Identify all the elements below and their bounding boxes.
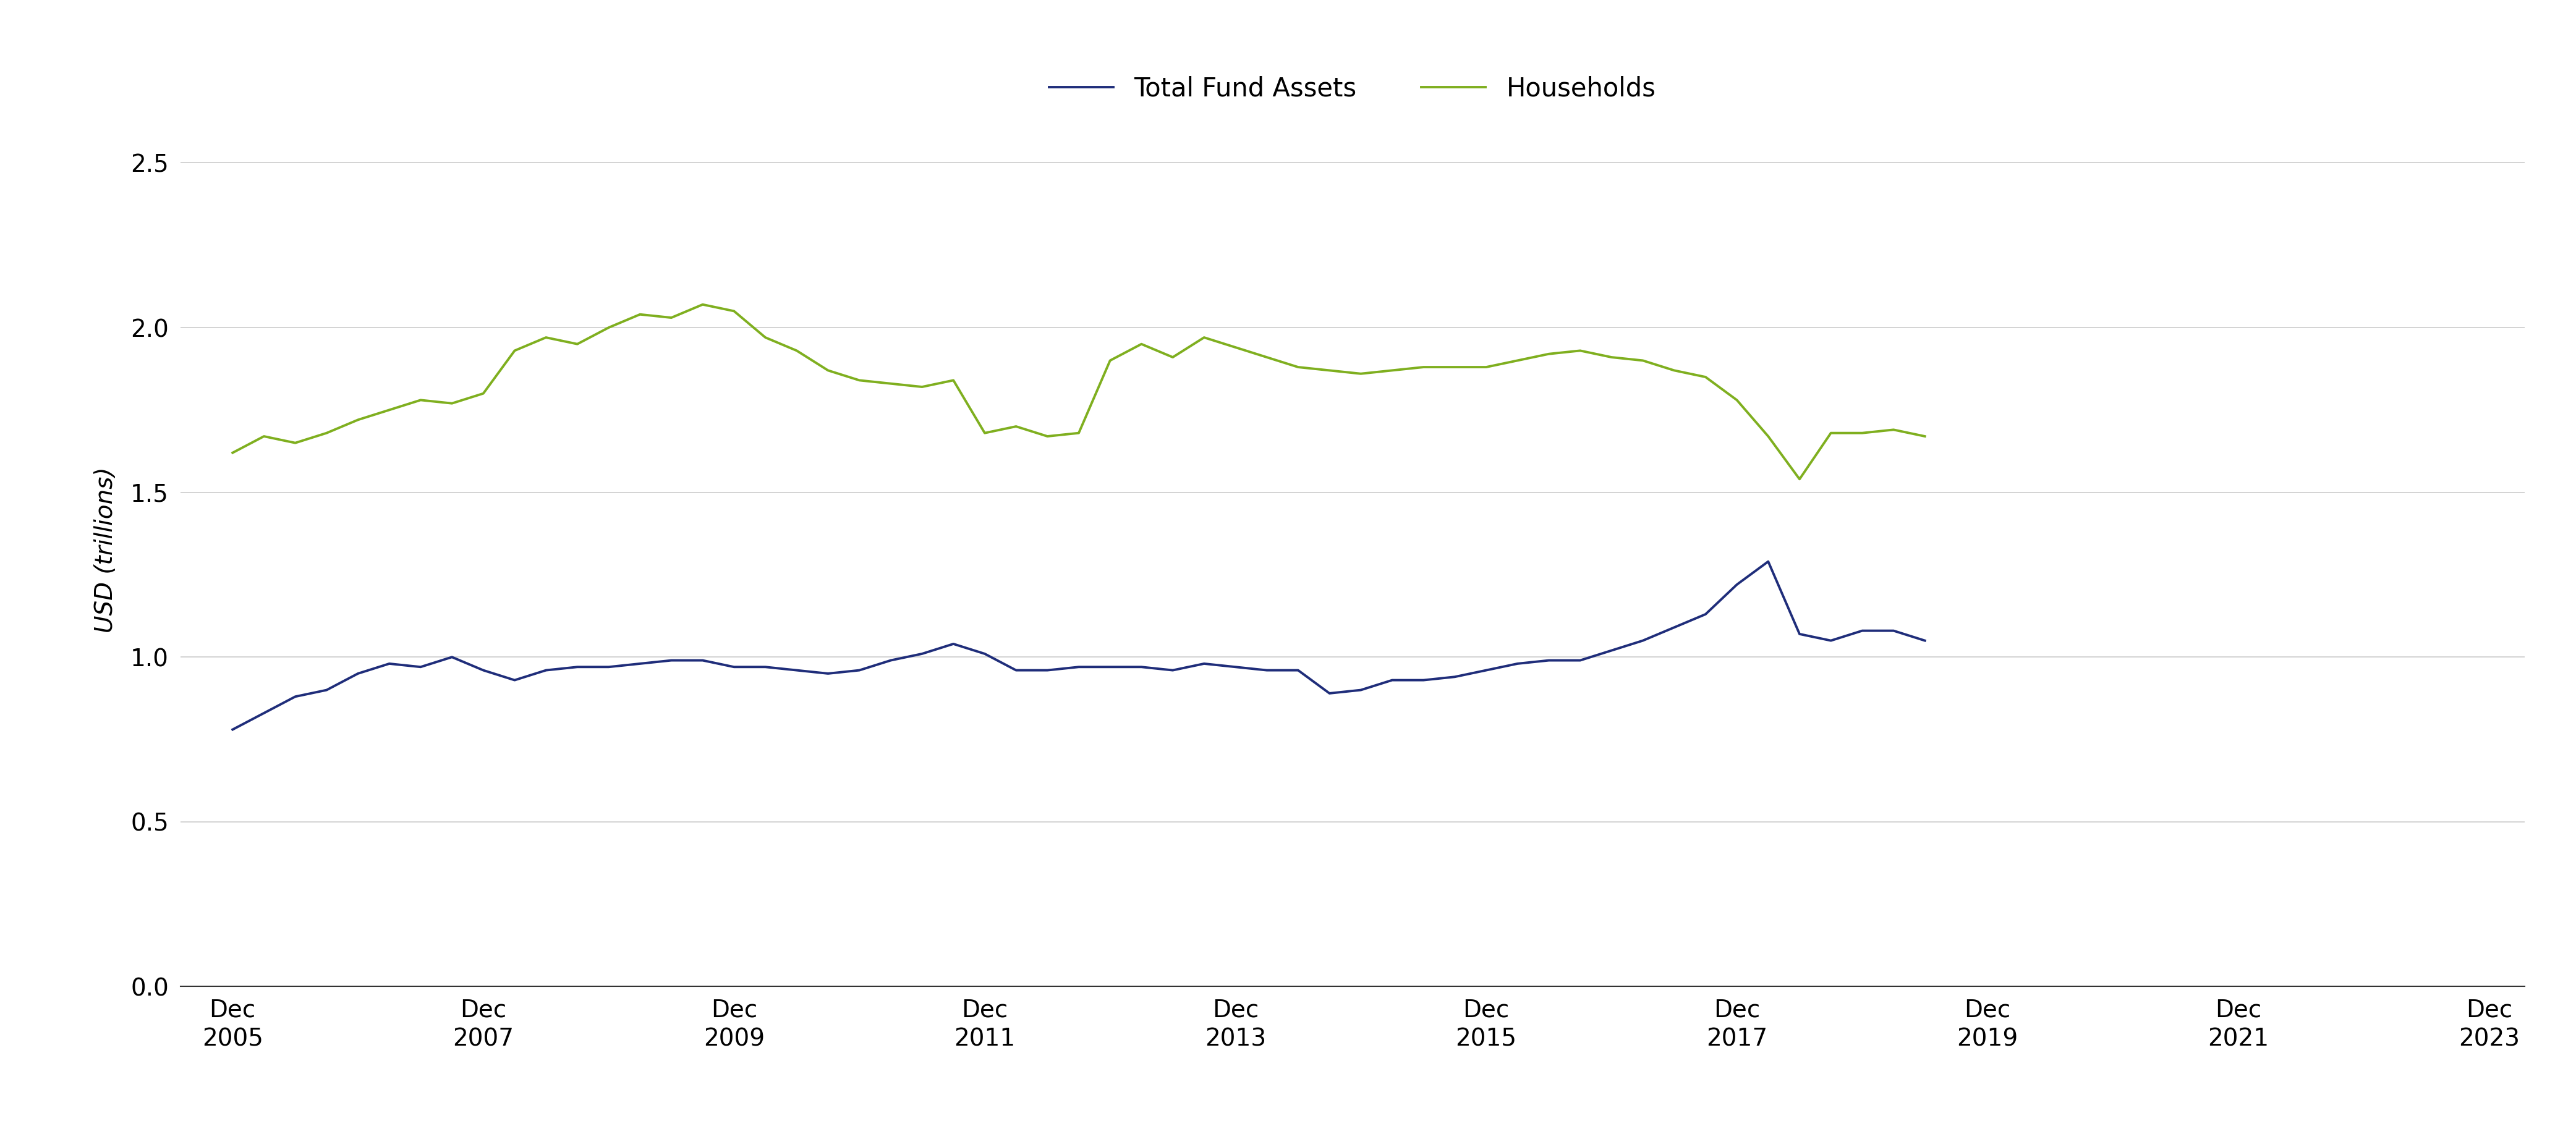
Line: Total Fund Assets: Total Fund Assets — [232, 561, 1924, 729]
Total Fund Assets — [404, 660, 435, 674]
Households — [531, 331, 562, 345]
Total Fund Assets — [623, 657, 654, 670]
Households — [1878, 423, 1909, 437]
Total Fund Assets — [1909, 634, 1940, 648]
Total Fund Assets — [1721, 578, 1752, 592]
Households — [1785, 473, 1816, 486]
Line: Households: Households — [232, 305, 1924, 480]
Total Fund Assets — [531, 663, 562, 677]
Households — [1909, 430, 1940, 443]
Total Fund Assets — [1878, 624, 1909, 637]
Households — [688, 298, 719, 312]
Households — [404, 393, 435, 407]
Households — [1752, 430, 1783, 443]
Total Fund Assets — [845, 663, 876, 677]
Households — [623, 307, 654, 321]
Total Fund Assets — [1752, 555, 1783, 568]
Households — [216, 446, 247, 459]
Legend: Total Fund Assets, Households: Total Fund Assets, Households — [1038, 65, 1667, 112]
Total Fund Assets — [216, 722, 247, 736]
Y-axis label: USD (trillions): USD (trillions) — [95, 467, 118, 633]
Households — [876, 376, 907, 390]
